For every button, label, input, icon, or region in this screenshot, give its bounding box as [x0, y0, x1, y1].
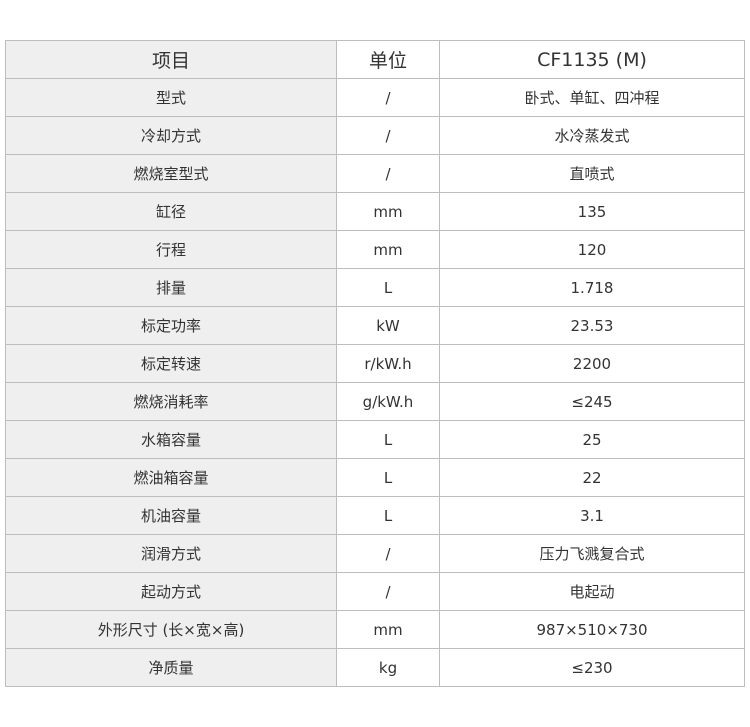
value-cell: 135 [439, 192, 745, 231]
value-cell: 3.1 [439, 496, 745, 535]
table-row: 燃烧消耗率 g/kW.h ≤245 [5, 382, 745, 421]
header-item: 项目 [5, 40, 337, 79]
header-model: CF1135 (M) [439, 40, 745, 79]
unit-cell: / [336, 78, 440, 117]
item-cell: 标定功率 [5, 306, 337, 345]
value-cell: 23.53 [439, 306, 745, 345]
item-cell: 水箱容量 [5, 420, 337, 459]
unit-cell: kg [336, 648, 440, 687]
value-cell: ≤245 [439, 382, 745, 421]
table-row: 冷却方式 / 水冷蒸发式 [5, 116, 745, 155]
item-cell: 净质量 [5, 648, 337, 687]
table-row: 行程 mm 120 [5, 230, 745, 269]
item-cell: 机油容量 [5, 496, 337, 535]
unit-cell: r/kW.h [336, 344, 440, 383]
table-row: 润滑方式 / 压力飞溅复合式 [5, 534, 745, 573]
value-cell: 25 [439, 420, 745, 459]
unit-cell: L [336, 496, 440, 535]
value-cell: 压力飞溅复合式 [439, 534, 745, 573]
header-unit: 单位 [336, 40, 440, 79]
value-cell: 电起动 [439, 572, 745, 611]
item-cell: 燃烧消耗率 [5, 382, 337, 421]
table-row: 燃烧室型式 / 直喷式 [5, 154, 745, 193]
header-row: 项目 单位 CF1135 (M) [5, 40, 745, 79]
unit-cell: L [336, 268, 440, 307]
table-body: 型式 / 卧式、单缸、四冲程 冷却方式 / 水冷蒸发式 燃烧室型式 / 直喷式 缸径 mm 135 行程… [5, 78, 745, 687]
table-row: 水箱容量 L 25 [5, 420, 745, 459]
value-cell: 2200 [439, 344, 745, 383]
value-cell: 水冷蒸发式 [439, 116, 745, 155]
unit-cell: L [336, 420, 440, 459]
value-cell: ≤230 [439, 648, 745, 687]
item-cell: 燃烧室型式 [5, 154, 337, 193]
unit-cell: mm [336, 230, 440, 269]
unit-cell: L [336, 458, 440, 497]
value-cell: 1.718 [439, 268, 745, 307]
unit-cell: / [336, 154, 440, 193]
item-cell: 外形尺寸 (长×宽×高) [5, 610, 337, 649]
table-row: 标定功率 kW 23.53 [5, 306, 745, 345]
item-cell: 润滑方式 [5, 534, 337, 573]
table-row: 净质量 kg ≤230 [5, 648, 745, 687]
unit-cell: mm [336, 610, 440, 649]
table-row: 型式 / 卧式、单缸、四冲程 [5, 78, 745, 117]
table-row: 缸径 mm 135 [5, 192, 745, 231]
value-cell: 直喷式 [439, 154, 745, 193]
item-cell: 起动方式 [5, 572, 337, 611]
item-cell: 排量 [5, 268, 337, 307]
table-row: 排量 L 1.718 [5, 268, 745, 307]
unit-cell: mm [336, 192, 440, 231]
value-cell: 卧式、单缸、四冲程 [439, 78, 745, 117]
value-cell: 987×510×730 [439, 610, 745, 649]
item-cell: 行程 [5, 230, 337, 269]
unit-cell: / [336, 116, 440, 155]
item-cell: 缸径 [5, 192, 337, 231]
item-cell: 冷却方式 [5, 116, 337, 155]
unit-cell: / [336, 572, 440, 611]
table-row: 机油容量 L 3.1 [5, 496, 745, 535]
value-cell: 22 [439, 458, 745, 497]
value-cell: 120 [439, 230, 745, 269]
table-row: 燃油箱容量 L 22 [5, 458, 745, 497]
item-cell: 型式 [5, 78, 337, 117]
table-row: 标定转速 r/kW.h 2200 [5, 344, 745, 383]
item-cell: 燃油箱容量 [5, 458, 337, 497]
table-row: 起动方式 / 电起动 [5, 572, 745, 611]
unit-cell: / [336, 534, 440, 573]
table-row: 外形尺寸 (长×宽×高) mm 987×510×730 [5, 610, 745, 649]
unit-cell: kW [336, 306, 440, 345]
spec-table: 项目 单位 CF1135 (M) 型式 / 卧式、单缸、四冲程 冷却方式 / 水冷蒸发式燃… [5, 40, 745, 687]
item-cell: 标定转速 [5, 344, 337, 383]
unit-cell: g/kW.h [336, 382, 440, 421]
